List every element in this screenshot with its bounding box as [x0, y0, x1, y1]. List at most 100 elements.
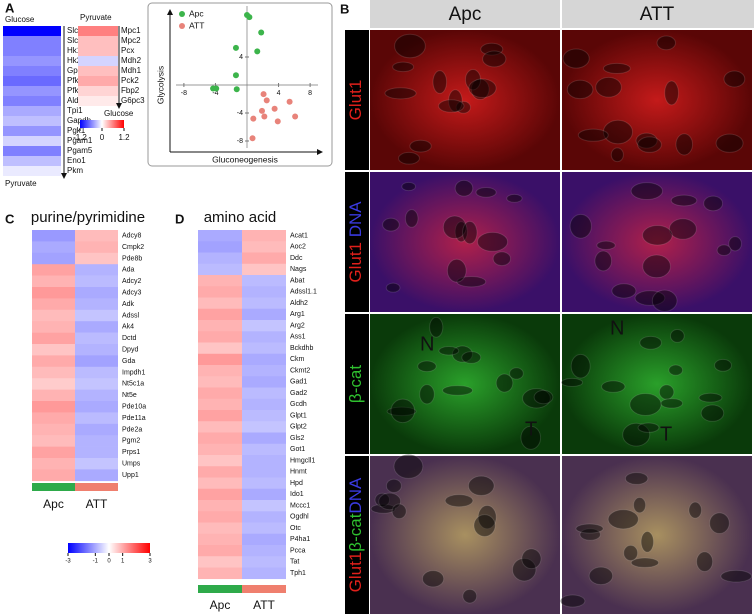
heat-cell [32, 332, 75, 345]
crypt [630, 182, 664, 200]
gene-label: Eno1 [67, 156, 86, 165]
y-tick-label: 4 [239, 54, 243, 61]
crypt [715, 133, 744, 153]
gene-label: Pde2a [122, 426, 142, 433]
row-label-part: Glut1 [346, 80, 365, 121]
heat-cell [32, 412, 75, 425]
row-label: Glut1β-catDNA [346, 477, 365, 592]
scatter-point [254, 48, 261, 55]
gene-label: Impdh1 [122, 369, 145, 376]
crypt [698, 392, 723, 403]
gene-label: Fbp2 [121, 86, 140, 95]
annotation: T [525, 418, 537, 440]
heat-cell [78, 36, 118, 46]
crypt [607, 509, 639, 530]
gene-label: Hmgcll1 [290, 457, 315, 464]
gene-label: Bckdhb [290, 345, 313, 352]
crypt [442, 385, 474, 396]
heat-cell [32, 252, 75, 265]
legend-marker [179, 11, 185, 17]
crypt [577, 128, 609, 142]
heat-cell [3, 96, 61, 106]
crypt [476, 231, 509, 252]
crypt [635, 132, 658, 149]
heat-cell [198, 342, 242, 355]
heat-cell [198, 331, 242, 343]
gene-label: Hnmt [290, 469, 307, 476]
scatter-point [232, 72, 239, 79]
x-tick-label: -4 [212, 90, 218, 97]
heat-cell [32, 275, 75, 288]
heat-cell [75, 309, 118, 322]
heat-cell [242, 556, 286, 568]
heat-cell [198, 241, 242, 253]
row-label-strip [345, 456, 369, 614]
heat-cell [32, 355, 75, 368]
gene-label: Adssl [122, 312, 140, 319]
heat-cell [3, 146, 61, 156]
crypt [675, 133, 694, 156]
row-label-part: DNA [346, 201, 365, 238]
group-label: ATT [253, 598, 275, 612]
heat-cell [198, 522, 242, 535]
heat-cell [75, 446, 118, 459]
crypt [477, 505, 497, 530]
gene-label: Ada [122, 267, 135, 274]
gene-label: Gda [122, 358, 135, 365]
gene-label: Gpi1 [67, 66, 84, 75]
column-label: ATT [640, 4, 675, 25]
crypt [601, 380, 626, 393]
crypt [378, 492, 402, 511]
crypt [559, 594, 586, 608]
crypt [392, 61, 415, 73]
gene-label: Pgm2 [122, 438, 140, 445]
gene-label: Ogdhl [290, 514, 309, 521]
crypt [520, 425, 542, 450]
heat-cell [75, 423, 118, 436]
heat-cell [75, 252, 118, 265]
gene-label: Mdh1 [121, 66, 142, 75]
panel-title: purine/pyrimidine [31, 209, 145, 226]
heat-cell [75, 230, 118, 242]
micrograph [562, 456, 752, 614]
heat-cell [32, 435, 75, 447]
heat-cell [3, 136, 61, 146]
gene-label: Pcx [121, 46, 134, 55]
heat-cell [242, 286, 286, 298]
scatter-point [250, 115, 257, 122]
colorbar-tick-label: -1 [93, 559, 99, 565]
heat-cell [242, 432, 286, 445]
heat-cell [32, 344, 75, 356]
heat-cell [242, 511, 286, 523]
crypt [370, 503, 396, 514]
gene-label: Gad2 [290, 390, 307, 397]
heat-cell [32, 423, 75, 436]
panel-title: amino acid [204, 209, 277, 226]
crypt [473, 514, 496, 537]
heat-cell [3, 76, 61, 86]
crypt [468, 78, 497, 98]
gene-label: Hk2 [67, 56, 82, 65]
crypt [495, 373, 514, 393]
crypt [696, 551, 714, 572]
heat-cell [198, 443, 242, 456]
heat-cell [242, 241, 286, 253]
crypt [462, 588, 478, 604]
gene-label: Nt5c1a [122, 381, 144, 388]
crypt [391, 503, 407, 520]
gene-label: Gls2 [290, 435, 305, 442]
colorbar-tick-label: 0 [100, 133, 105, 142]
crypt [622, 422, 651, 447]
gene-label: Gad1 [290, 379, 307, 386]
pathway-start: Pyruvate [80, 13, 112, 22]
row-label-strip [345, 314, 369, 454]
gene-label: Pkm [67, 166, 83, 175]
heat-cell [198, 275, 242, 287]
crypt [630, 557, 660, 568]
x-axis-label: Gluconeogenesis [212, 154, 278, 164]
heat-cell [198, 567, 242, 580]
gene-label: Pcca [290, 547, 306, 554]
gene-label: Otc [290, 525, 301, 532]
heat-cell [242, 365, 286, 377]
gene-label: Mdh2 [121, 56, 142, 65]
